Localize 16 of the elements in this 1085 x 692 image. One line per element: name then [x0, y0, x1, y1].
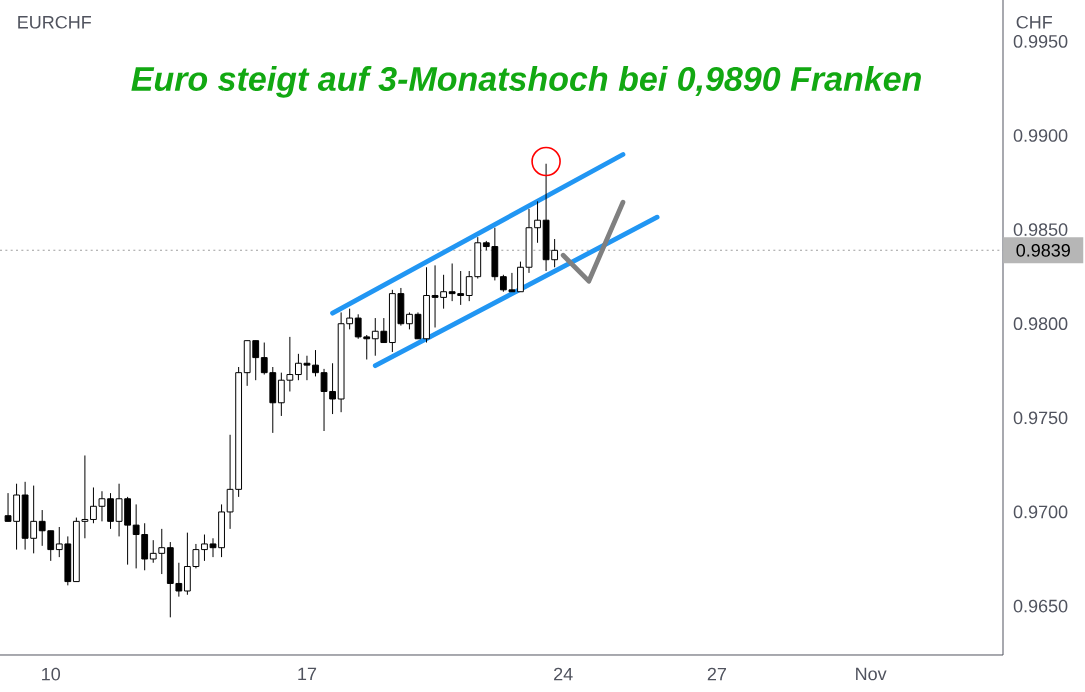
x-tick-label: Nov: [856, 667, 887, 681]
text: Euro steigt auf 3-Monatshoch bei 0,9890 Franken: [131, 66, 921, 98]
x-tick-label: 27: [707, 667, 727, 681]
y-axis-title: CHF: [1016, 15, 1052, 29]
x-tick-label: 17: [298, 667, 317, 681]
annotation: EURCHF: [18, 15, 92, 29]
ref-line-label: 0.9839: [1016, 243, 1070, 257]
y-tick-label: 0.9700: [1013, 505, 1068, 519]
x-tick-label: 10: [42, 667, 61, 681]
y-tick-label: 0.9850: [1013, 223, 1068, 236]
y-tick-label: 0.9750: [1013, 411, 1068, 425]
y-tick-label: 0.9900: [1013, 129, 1068, 142]
y-tick-label: 0.9800: [1013, 317, 1068, 331]
y-tick-label: 0.9650: [1013, 599, 1068, 613]
y-tick-label: 0.9950: [1013, 35, 1068, 48]
x-tick-label: 24: [554, 667, 573, 681]
